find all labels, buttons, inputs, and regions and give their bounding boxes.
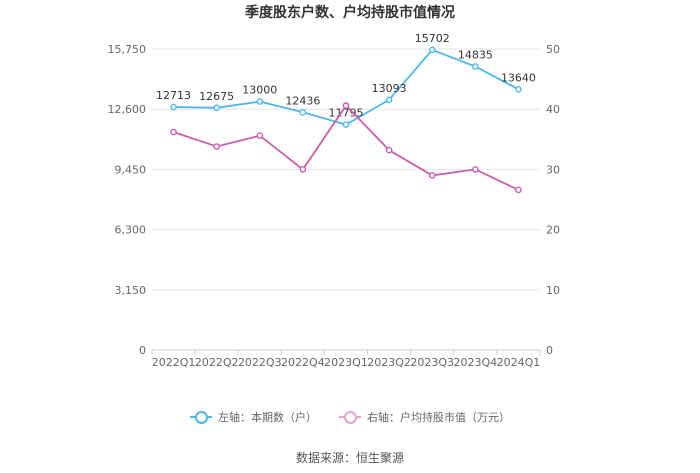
x-tick-label: 2023Q2 (367, 356, 411, 369)
legend: 左轴：本期数（户） 右轴：户均持股市值（万元） (0, 409, 700, 425)
chart-canvas: 季度股东户数、户均持股市值情况 0 3,150 6,300 9,450 12,600 15… (108, 4, 561, 369)
x-axis: 2022Q1 2022Q2 2022Q3 2022Q4 2023Q1 2023Q2 2023… (151, 350, 541, 369)
data-label: 13640 (501, 71, 536, 84)
y-left-tick-label: 3,150 (115, 284, 147, 297)
x-tick-label: 2023Q3 (410, 356, 454, 369)
point-avg-holding-value (256, 132, 264, 139)
y-left-tick-label: 15,750 (108, 43, 147, 56)
point-shareholders (515, 86, 522, 93)
y-left-tick-label: 9,450 (115, 163, 147, 176)
data-label: 15702 (415, 32, 450, 45)
legend-label-right: 右轴：户均持股市值（万元） (367, 411, 510, 424)
legend-item-left-axis[interactable]: 左轴：本期数（户） (190, 409, 317, 425)
y-right-tick-label: 30 (546, 163, 560, 176)
point-avg-holding-value (213, 143, 220, 150)
point-shareholders (385, 96, 393, 104)
x-tick-label: 2022Q4 (281, 356, 325, 369)
y-axis-left: 0 3,150 6,300 9,450 12,600 15,750 (108, 43, 147, 357)
y-right-tick-label: 20 (546, 224, 560, 237)
y-left-tick-label: 6,300 (115, 224, 147, 237)
y-axis-right: 0 10 20 30 40 50 (546, 43, 560, 357)
point-shareholders (428, 46, 436, 54)
data-label: 14835 (458, 48, 493, 61)
data-label: 12675 (199, 90, 234, 103)
point-shareholders (472, 63, 479, 70)
point-avg-holding-value (385, 146, 393, 154)
point-shareholders (256, 98, 264, 105)
legend-marker-pink-icon (339, 411, 361, 424)
point-avg-holding-value (342, 102, 350, 109)
series-group: 12713 12675 13000 12436 11795 13093 15702 14835… (156, 32, 536, 194)
x-tick-label: 2023Q4 (454, 356, 498, 369)
y-right-tick-label: 0 (546, 344, 553, 357)
legend-item-right-axis[interactable]: 右轴：户均持股市值（万元） (339, 409, 510, 425)
point-avg-holding-value (170, 128, 177, 136)
data-label: 11795 (329, 107, 364, 120)
y-right-tick-label: 40 (546, 103, 560, 116)
point-avg-holding-value (472, 166, 479, 173)
point-avg-holding-value (428, 172, 436, 179)
y-right-tick-label: 10 (546, 284, 560, 297)
data-label: 13093 (372, 82, 407, 95)
data-label: 12713 (156, 89, 191, 102)
x-tick-label: 2022Q3 (238, 356, 282, 369)
data-label: 12436 (285, 94, 320, 107)
y-right-tick-label: 50 (546, 43, 560, 56)
x-tick-label: 2022Q2 (195, 356, 239, 369)
point-shareholders (299, 109, 307, 116)
legend-label-left: 左轴：本期数（户） (218, 411, 317, 424)
data-label: 13000 (242, 84, 277, 97)
point-shareholders (213, 104, 220, 112)
y-left-tick-label: 0 (139, 344, 146, 357)
x-tick-label: 2024Q1 (497, 356, 541, 369)
point-shareholders (170, 103, 177, 111)
chart-title: 季度股东户数、户均持股市值情况 (244, 4, 455, 21)
legend-marker-blue-icon (190, 411, 212, 424)
data-source: 数据来源：恒生聚源 (295, 451, 404, 465)
point-shareholders (342, 121, 350, 128)
y-left-tick-label: 12,600 (108, 103, 147, 116)
x-tick-label: 2022Q1 (152, 356, 196, 369)
point-avg-holding-value (515, 186, 522, 194)
x-tick-label: 2023Q1 (324, 356, 368, 369)
point-avg-holding-value (299, 166, 307, 173)
